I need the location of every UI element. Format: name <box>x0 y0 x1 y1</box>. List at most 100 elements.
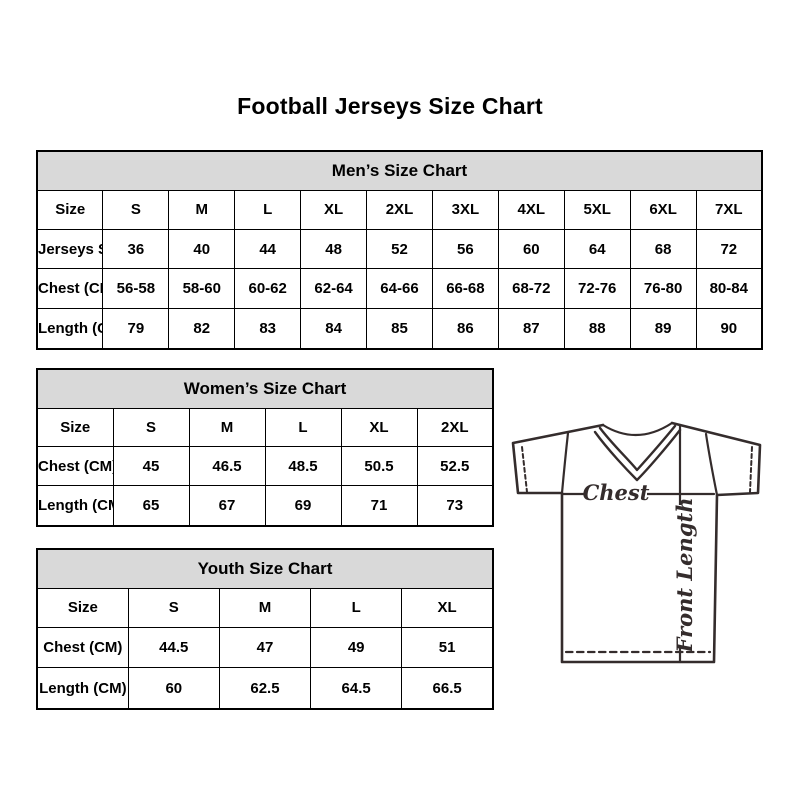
left-cuff-dashed-line <box>521 446 528 493</box>
value-cell: 72 <box>695 228 763 270</box>
value-cell: 66-68 <box>431 268 499 309</box>
right-armhole-seam <box>704 432 719 497</box>
table-section-title: Men’s Size Chart <box>36 150 763 191</box>
value-cell: 45 <box>112 446 190 487</box>
row-label-cell: Chest (CM) <box>36 627 129 669</box>
row-label-cell: Length (CM) <box>36 667 129 710</box>
value-cell: 64-66 <box>366 268 433 309</box>
left-armhole-seam <box>560 431 570 495</box>
value-cell: 51 <box>401 627 494 669</box>
value-cell: 86 <box>431 307 499 350</box>
value-cell: 3XL <box>431 189 499 230</box>
value-cell: 76-80 <box>629 268 697 309</box>
value-cell: 90 <box>695 307 763 350</box>
front-length-measure-label: Front Length <box>672 498 697 654</box>
value-cell: 44.5 <box>127 627 220 669</box>
value-cell: 36 <box>102 228 170 270</box>
row-label-cell: Length (CM) <box>36 307 104 350</box>
table-section-title: Youth Size Chart <box>36 548 494 589</box>
value-cell: 2XL <box>416 407 494 448</box>
value-cell: 79 <box>102 307 170 350</box>
row-label-cell: Size <box>36 407 114 448</box>
value-cell: 66.5 <box>401 667 494 710</box>
value-cell: L <box>310 587 403 629</box>
value-cell: S <box>127 587 220 629</box>
collar-back-arc <box>601 421 674 437</box>
youth-size-chart-table: Youth Size Chart Size S M L XL Chest (CM) 44.5 4… <box>36 548 494 710</box>
value-cell: 62-64 <box>300 268 368 309</box>
value-cell: 67 <box>188 485 266 527</box>
table-row: Length (CM) 60 62.5 64.5 66.5 <box>36 667 494 710</box>
value-cell: 5XL <box>563 189 631 230</box>
value-cell: 71 <box>340 485 418 527</box>
value-cell: 58-60 <box>168 268 236 309</box>
page-title: Football Jerseys Size Chart <box>237 93 543 119</box>
value-cell: S <box>112 407 190 448</box>
chest-measure-label: Chest <box>583 480 650 505</box>
value-cell: XL <box>401 587 494 629</box>
value-cell: S <box>102 189 170 230</box>
value-cell: 68 <box>629 228 697 270</box>
v-neck-outer-line <box>598 424 677 472</box>
value-cell: 72-76 <box>563 268 631 309</box>
table-row: Chest (CM) 44.5 47 49 51 <box>36 627 494 669</box>
value-cell: 64 <box>563 228 631 270</box>
value-cell: 60-62 <box>234 268 302 309</box>
table-row: Chest (CM)56-5858-6060-6262-6464-6666-68… <box>36 268 763 309</box>
table-row: Size S M L XL 2XL 3XL 4XL 5XL 6XL 7XL <box>36 189 763 230</box>
value-cell: 60 <box>497 228 565 270</box>
value-cell: 56-58 <box>102 268 170 309</box>
value-cell: 40 <box>168 228 236 270</box>
value-cell: 4XL <box>497 189 565 230</box>
value-cell: XL <box>300 189 368 230</box>
value-cell: XL <box>340 407 418 448</box>
value-cell: 52.5 <box>416 446 494 487</box>
value-cell: 52 <box>366 228 433 270</box>
right-cuff-dashed-line <box>749 446 753 493</box>
value-cell: 49 <box>310 627 403 669</box>
value-cell: 80-84 <box>695 268 763 309</box>
value-cell: 60 <box>127 667 220 710</box>
value-cell: 50.5 <box>340 446 418 487</box>
value-cell: 84 <box>300 307 368 350</box>
row-label-cell: Jerseys Size <box>36 228 104 270</box>
value-cell: 7XL <box>695 189 763 230</box>
value-cell: 46.5 <box>188 446 266 487</box>
table-row: Jerseys Size36404448525660646872 <box>36 228 763 270</box>
jersey-measurement-diagram: Chest Front Length <box>511 421 762 664</box>
value-cell: 6XL <box>629 189 697 230</box>
value-cell: 87 <box>497 307 565 350</box>
table-section-title: Women’s Size Chart <box>36 368 494 409</box>
row-label-cell: Chest (CM) <box>36 268 104 309</box>
value-cell: M <box>188 407 266 448</box>
table-row: Size S M L XL <box>36 587 494 629</box>
value-cell: 85 <box>366 307 433 350</box>
value-cell: 82 <box>168 307 236 350</box>
row-label-cell: Size <box>36 189 104 230</box>
value-cell: M <box>218 587 312 629</box>
value-cell: M <box>168 189 236 230</box>
jersey-outline-shape <box>511 421 762 664</box>
mens-size-chart-table: Men’s Size Chart Size S M L XL 2XL 3XL 4XL 5XL 6XL… <box>36 150 763 350</box>
value-cell: L <box>234 189 302 230</box>
row-label-cell: Length (CM) <box>36 485 114 527</box>
value-cell: 56 <box>431 228 499 270</box>
value-cell: 48.5 <box>264 446 342 487</box>
value-cell: 48 <box>300 228 368 270</box>
value-cell: 69 <box>264 485 342 527</box>
value-cell: 73 <box>416 485 494 527</box>
value-cell: 2XL <box>366 189 433 230</box>
v-neck-inner-line <box>593 428 682 482</box>
row-label-cell: Size <box>36 587 129 629</box>
value-cell: 83 <box>234 307 302 350</box>
value-cell: 62.5 <box>218 667 312 710</box>
table-row: Chest (CM) 45 46.5 48.5 50.5 52.5 <box>36 446 494 487</box>
value-cell: 89 <box>629 307 697 350</box>
value-cell: 47 <box>218 627 312 669</box>
value-cell: 68-72 <box>497 268 565 309</box>
value-cell: 88 <box>563 307 631 350</box>
value-cell: 44 <box>234 228 302 270</box>
